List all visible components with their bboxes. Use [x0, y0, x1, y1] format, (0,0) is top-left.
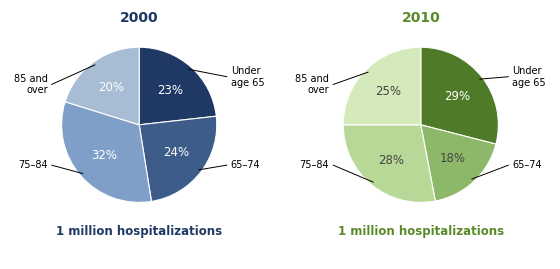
- Title: 2010: 2010: [402, 11, 440, 25]
- Text: 18%: 18%: [440, 152, 466, 165]
- Text: 65–74: 65–74: [512, 160, 542, 170]
- Wedge shape: [343, 47, 421, 125]
- Text: 23%: 23%: [157, 84, 183, 97]
- Wedge shape: [421, 47, 498, 144]
- Text: 24%: 24%: [163, 147, 189, 160]
- Wedge shape: [421, 125, 496, 201]
- Text: 1 million hospitalizations: 1 million hospitalizations: [338, 225, 504, 238]
- Text: 25%: 25%: [375, 85, 401, 98]
- Wedge shape: [65, 47, 139, 125]
- Wedge shape: [139, 47, 216, 125]
- Text: 1 million hospitalizations: 1 million hospitalizations: [56, 225, 222, 238]
- Text: 75–84: 75–84: [18, 160, 48, 170]
- Text: 29%: 29%: [445, 90, 470, 103]
- Text: 32%: 32%: [91, 149, 117, 162]
- Text: 85 and
over: 85 and over: [295, 74, 329, 95]
- Wedge shape: [62, 102, 151, 202]
- Wedge shape: [139, 116, 217, 201]
- Text: 75–84: 75–84: [300, 160, 329, 170]
- Text: Under
age 65: Under age 65: [512, 66, 546, 87]
- Text: 28%: 28%: [378, 154, 404, 167]
- Text: 20%: 20%: [99, 81, 125, 94]
- Text: 85 and
over: 85 and over: [14, 74, 48, 95]
- Text: 65–74: 65–74: [231, 160, 260, 170]
- Text: Under
age 65: Under age 65: [231, 66, 264, 87]
- Title: 2000: 2000: [120, 11, 158, 25]
- Wedge shape: [343, 125, 435, 202]
